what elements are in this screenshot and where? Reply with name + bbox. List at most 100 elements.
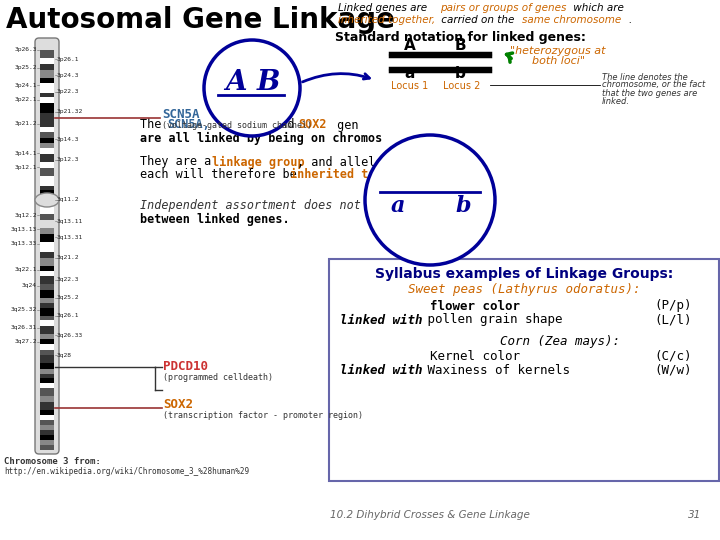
- Text: 3q22.3: 3q22.3: [57, 278, 79, 282]
- Text: Corn (Zea mays):: Corn (Zea mays):: [500, 335, 620, 348]
- Text: chromosome, or the fact: chromosome, or the fact: [602, 80, 706, 90]
- Bar: [40, 396, 54, 402]
- Text: which are: which are: [570, 3, 624, 13]
- Bar: [40, 83, 54, 93]
- Text: 3p12.1: 3p12.1: [14, 165, 37, 170]
- Bar: [40, 326, 54, 334]
- Bar: [40, 113, 54, 127]
- Text: 3q24: 3q24: [22, 284, 37, 288]
- Text: 3p24.1: 3p24.1: [14, 83, 37, 87]
- Bar: [40, 374, 54, 378]
- Bar: [40, 204, 54, 214]
- Bar: [40, 290, 54, 298]
- Bar: [40, 355, 54, 363]
- Text: Kernel color: Kernel color: [430, 349, 520, 362]
- Text: Linked genes are: Linked genes are: [338, 3, 431, 13]
- Text: 3p12.3: 3p12.3: [57, 158, 79, 163]
- Text: A: A: [225, 69, 247, 96]
- Text: 3q26.33: 3q26.33: [57, 333, 84, 338]
- Text: between linked genes.: between linked genes.: [140, 212, 289, 226]
- Text: 3q21.2: 3q21.2: [57, 255, 79, 260]
- Bar: [40, 271, 54, 276]
- Bar: [40, 369, 54, 374]
- Text: and: and: [266, 118, 302, 132]
- Text: both loci": both loci": [531, 56, 585, 66]
- Text: PDCD10: PDCD10: [214, 118, 264, 132]
- Text: linkage group: linkage group: [212, 156, 305, 168]
- Bar: [40, 214, 54, 220]
- Text: a: a: [391, 195, 405, 217]
- Bar: [40, 252, 54, 258]
- Text: 3q22.1: 3q22.1: [14, 267, 37, 273]
- Bar: [40, 154, 54, 162]
- Bar: [40, 143, 54, 148]
- Text: Locus 2: Locus 2: [444, 81, 481, 91]
- Text: SCN5A,: SCN5A,: [167, 118, 210, 132]
- Bar: [40, 435, 54, 440]
- FancyBboxPatch shape: [35, 38, 59, 454]
- Text: 3q13.11: 3q13.11: [57, 219, 84, 224]
- Bar: [40, 298, 54, 303]
- Text: Autosomal Gene Linkage: Autosomal Gene Linkage: [6, 6, 395, 34]
- Circle shape: [204, 40, 300, 136]
- Text: 3p21.2: 3p21.2: [14, 122, 37, 126]
- Bar: [40, 127, 54, 132]
- Bar: [40, 308, 54, 316]
- Bar: [40, 383, 54, 388]
- Text: "heterozygous at: "heterozygous at: [510, 46, 606, 56]
- Bar: [40, 50, 54, 58]
- Text: (transcription factor - promoter region): (transcription factor - promoter region): [163, 411, 363, 421]
- Bar: [40, 97, 54, 103]
- Text: Standard notation for linked genes:: Standard notation for linked genes:: [335, 30, 585, 44]
- Bar: [40, 388, 54, 396]
- Text: carried on the: carried on the: [438, 15, 518, 25]
- Text: linked with: linked with: [340, 314, 423, 327]
- Text: inherited to: inherited to: [290, 168, 376, 181]
- Bar: [40, 415, 54, 420]
- Bar: [40, 93, 54, 97]
- FancyBboxPatch shape: [329, 259, 719, 481]
- Text: , and allel: , and allel: [297, 156, 375, 168]
- Text: 3p22.3: 3p22.3: [57, 90, 79, 94]
- Bar: [40, 132, 54, 138]
- Bar: [40, 420, 54, 425]
- Bar: [40, 242, 54, 252]
- Bar: [40, 190, 54, 196]
- Text: same chromosome: same chromosome: [522, 15, 621, 25]
- Text: SOX2: SOX2: [163, 397, 193, 410]
- Text: The line denotes the: The line denotes the: [602, 72, 688, 82]
- Bar: [40, 430, 54, 435]
- Text: (L/l): (L/l): [654, 314, 692, 327]
- Text: that the two genes are: that the two genes are: [602, 89, 697, 98]
- Bar: [40, 258, 54, 266]
- Text: The: The: [140, 118, 168, 132]
- Text: Chromosome 3 from:: Chromosome 3 from:: [4, 457, 101, 467]
- Bar: [40, 138, 54, 143]
- Bar: [40, 168, 54, 176]
- Text: 3p14.1: 3p14.1: [14, 151, 37, 156]
- Circle shape: [365, 135, 495, 265]
- Text: B: B: [454, 38, 466, 53]
- Text: A: A: [404, 38, 416, 53]
- Bar: [40, 103, 54, 113]
- Text: 3q11.2: 3q11.2: [57, 198, 79, 202]
- Text: linked with: linked with: [340, 363, 423, 376]
- Text: 3q13.33: 3q13.33: [11, 241, 37, 246]
- Text: (voltage-gated sodium channel): (voltage-gated sodium channel): [162, 122, 312, 131]
- Text: 3q27.2: 3q27.2: [14, 340, 37, 345]
- Text: Waxiness of kernels: Waxiness of kernels: [420, 363, 570, 376]
- Text: Syllabus examples of Linkage Groups:: Syllabus examples of Linkage Groups:: [375, 267, 673, 281]
- Text: 3q13.31: 3q13.31: [57, 234, 84, 240]
- Bar: [40, 186, 54, 190]
- Bar: [40, 220, 54, 228]
- Bar: [40, 162, 54, 168]
- Text: 3p25.2: 3p25.2: [14, 65, 37, 71]
- Text: 3p14.3: 3p14.3: [57, 137, 79, 141]
- Text: b: b: [455, 195, 471, 217]
- Text: linked.: linked.: [602, 97, 630, 105]
- Text: 31: 31: [688, 510, 701, 520]
- Text: a: a: [405, 65, 415, 80]
- Bar: [40, 445, 54, 450]
- Text: (W/w): (W/w): [654, 363, 692, 376]
- Text: 3q26.1: 3q26.1: [57, 314, 79, 319]
